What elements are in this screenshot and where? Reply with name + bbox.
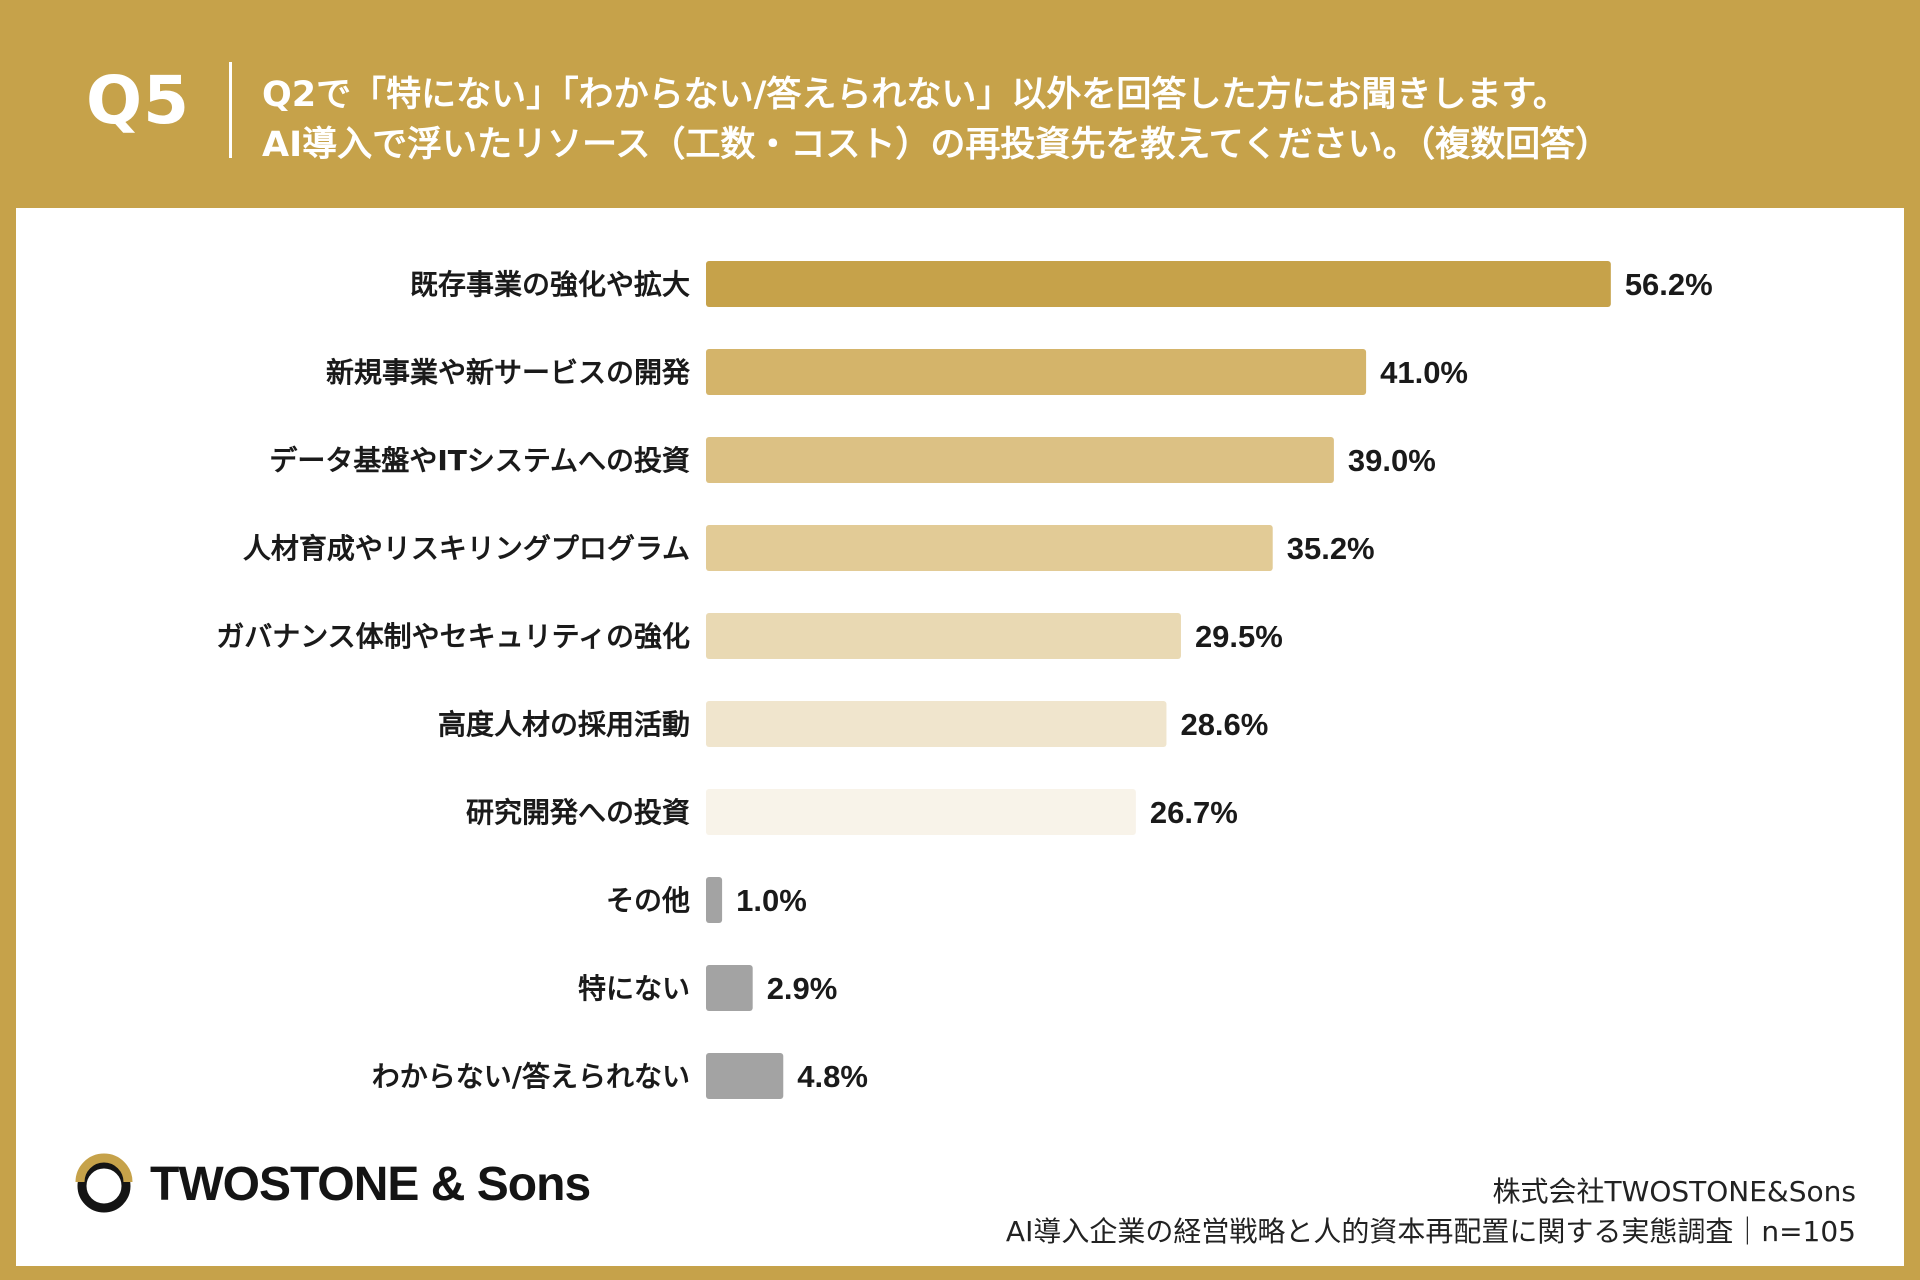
- category-label: データ基盤やITシステムへの投資: [269, 444, 690, 477]
- header-divider: [229, 62, 232, 158]
- question-line-1: Q2で「特にない」「わからない/答えられない」以外を回答した方にお聞きします。: [262, 75, 1568, 115]
- category-label: 特にない: [578, 972, 690, 1005]
- value-label: 2.9%: [767, 971, 838, 1006]
- logo-text: TWOSTONE & Sons: [150, 1157, 591, 1211]
- value-label: 4.8%: [797, 1059, 868, 1094]
- ring-logo-icon: [75, 1153, 133, 1213]
- bar: [706, 1053, 784, 1099]
- bar: [706, 613, 1181, 659]
- bar: [706, 701, 1167, 747]
- bar-chart: 既存事業の強化や拡大 56.2% 新規事業や新サービスの開発 41.0% データ基盤やI…: [216, 261, 1713, 1099]
- value-label: 56.2%: [1625, 267, 1713, 302]
- brand-logo: TWOSTONE & Sons: [72, 1152, 591, 1216]
- category-label: ガバナンス体制やセキュリティの強化: [216, 620, 690, 653]
- bar: [706, 965, 753, 1011]
- bar: [706, 437, 1334, 483]
- chart-panel: 既存事業の強化や拡大 56.2% 新規事業や新サービスの開発 41.0% データ基盤やI…: [16, 208, 1904, 1266]
- category-label: 既存事業の強化や拡大: [410, 268, 690, 301]
- value-label: 28.6%: [1180, 707, 1268, 742]
- footer: 株式会社TWOSTONE&Sons AI導入企業の経営戦略と人的資本再配置に関す…: [1006, 1172, 1856, 1252]
- value-label: 26.7%: [1150, 795, 1238, 830]
- value-label: 35.2%: [1287, 531, 1375, 566]
- header: Q5 Q2で「特にない」「わからない/答えられない」以外を回答した方にお聞きしま…: [0, 0, 1920, 206]
- value-label: 1.0%: [736, 883, 807, 918]
- value-label: 41.0%: [1380, 355, 1468, 390]
- category-label: その他: [606, 884, 690, 917]
- bar: [706, 349, 1367, 395]
- bar: [706, 261, 1611, 307]
- question-number: Q5: [86, 62, 191, 139]
- category-label: 高度人材の採用活動: [438, 708, 690, 741]
- category-label: わからない/答えられない: [372, 1060, 690, 1093]
- bar: [706, 525, 1273, 571]
- footer-survey: AI導入企業の経営戦略と人的資本再配置に関する実態調査｜n=105: [1005, 1215, 1856, 1248]
- bar: [706, 877, 723, 923]
- value-label: 39.0%: [1348, 443, 1436, 478]
- category-label: 研究開発への投資: [466, 796, 690, 829]
- value-label: 29.5%: [1195, 619, 1283, 654]
- question-text: Q2で「特にない」「わからない/答えられない」以外を回答した方にお聞きします。 …: [262, 70, 1610, 170]
- bar: [706, 789, 1136, 835]
- category-label: 人材育成やリスキリングプログラム: [243, 532, 690, 565]
- question-line-2: AI導入で浮いたリソース（工数・コスト）の再投資先を教えてください。（複数回答）: [262, 125, 1611, 165]
- category-label: 新規事業や新サービスの開発: [326, 356, 691, 389]
- footer-company: 株式会社TWOSTONE&Sons: [1492, 1175, 1856, 1208]
